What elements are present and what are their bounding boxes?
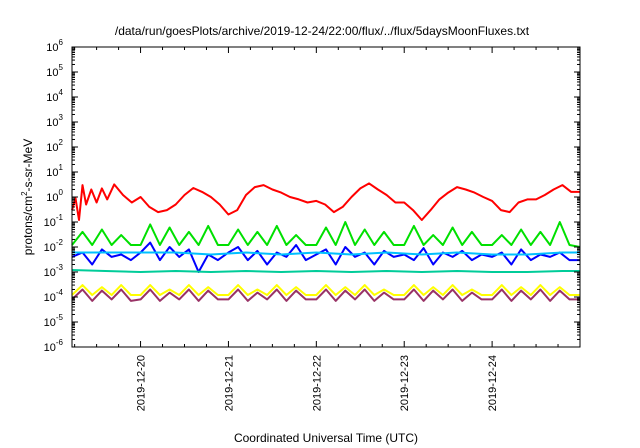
- y-tick-exponent: 6: [59, 38, 64, 47]
- series-line-6: [71, 284, 580, 296]
- y-tick-exponent: -4: [56, 288, 64, 297]
- y-tick-label: 105: [46, 63, 63, 79]
- y-axis-label: protons/cm2-s-sr-MeV: [20, 139, 35, 255]
- y-tick-base: 10: [46, 67, 58, 79]
- x-axis: 2019-12-20 2019-12-21 2019-12-22 2019-12-23…: [74, 47, 559, 411]
- y-tick-exponent: -1: [56, 213, 64, 222]
- y-tick-label: 100: [46, 188, 63, 204]
- y-tick-exponent: -2: [56, 238, 64, 247]
- y-axis-label-post: -s-sr-MeV: [21, 139, 35, 192]
- y-tick-base: 10: [46, 142, 58, 154]
- series-line-3: [71, 241, 580, 273]
- y-tick-base: 10: [46, 92, 58, 104]
- y-axis: 10-610-510-410-310-210-11001011021031041…: [44, 38, 580, 354]
- y-tick-label: 10-1: [44, 213, 64, 229]
- y-tick-label: 10-2: [44, 238, 64, 254]
- y-tick-exponent: 5: [59, 63, 64, 72]
- y-tick-exponent: 2: [59, 138, 64, 147]
- series-layer: [71, 182, 581, 302]
- series-line-7: [71, 288, 580, 302]
- y-tick-base: 10: [44, 242, 56, 254]
- y-tick-exponent: 0: [59, 188, 64, 197]
- y-tick-base: 10: [44, 267, 56, 279]
- x-tick-label: 2019-12-20: [136, 355, 148, 411]
- y-tick-exponent: 1: [59, 163, 64, 172]
- y-tick-exponent: -6: [56, 338, 64, 347]
- y-tick-label: 104: [46, 88, 63, 104]
- y-tick-exponent: 4: [59, 88, 64, 97]
- x-axis-label: Coordinated Universal Time (UTC): [234, 431, 418, 445]
- y-tick-base: 10: [44, 342, 56, 354]
- chart-title: /data/run/goesPlots/archive/2019-12-24/2…: [115, 24, 530, 38]
- x-tick-label: 2019-12-23: [399, 355, 411, 411]
- y-tick-base: 10: [46, 42, 58, 54]
- x-tick-label: 2019-12-24: [487, 355, 499, 411]
- y-tick-base: 10: [46, 117, 58, 129]
- series-line-1: [71, 182, 580, 221]
- y-tick-base: 10: [46, 167, 58, 179]
- y-tick-base: 10: [44, 217, 56, 229]
- plot-frame: [71, 46, 581, 348]
- y-tick-base: 10: [44, 292, 56, 304]
- y-tick-exponent: -3: [56, 263, 64, 272]
- y-tick-exponent: 3: [59, 113, 64, 122]
- y-tick-base: 10: [46, 192, 58, 204]
- series-line-5: [71, 269, 580, 273]
- y-tick-base: 10: [44, 317, 56, 329]
- y-tick-exponent: -5: [56, 313, 64, 322]
- y-tick-label: 10-5: [44, 313, 64, 329]
- y-tick-label: 102: [46, 138, 63, 154]
- series-line-2: [71, 221, 581, 248]
- y-tick-label: 106: [46, 38, 63, 54]
- x-tick-label: 2019-12-21: [223, 355, 235, 411]
- y-tick-label: 101: [46, 163, 63, 179]
- y-axis-label-pre: protons/cm: [21, 196, 35, 255]
- y-tick-label: 10-6: [44, 338, 64, 354]
- series-line-4: [72, 251, 580, 256]
- y-tick-label: 103: [46, 113, 63, 129]
- y-tick-label: 10-3: [44, 263, 64, 279]
- y-tick-label: 10-4: [44, 288, 64, 304]
- x-tick-label: 2019-12-22: [311, 355, 323, 411]
- y-axis-label-sup: 2: [20, 191, 29, 196]
